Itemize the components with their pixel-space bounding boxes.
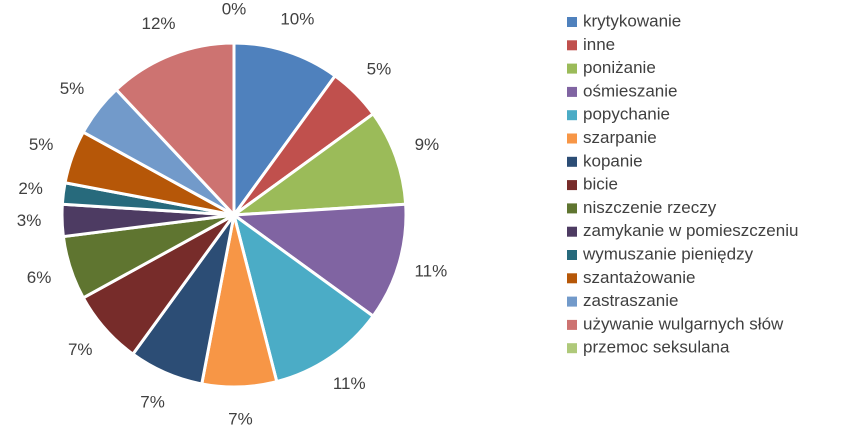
legend-swatch — [567, 343, 577, 354]
data-label: 5% — [29, 135, 54, 154]
legend-label: bicie — [583, 175, 618, 194]
legend-label: wymuszanie pieniędzy — [582, 244, 754, 263]
data-label: 7% — [68, 340, 93, 359]
legend-swatch — [567, 319, 577, 330]
legend-label: poniżanie — [583, 58, 656, 77]
legend-label: krytykowanie — [583, 11, 681, 30]
data-label: 6% — [27, 268, 52, 287]
legend-label: inne — [583, 35, 615, 54]
legend-swatch — [567, 250, 577, 260]
pie-slice — [228, 111, 408, 217]
data-label: 5% — [367, 60, 392, 79]
legend-label: szantażowanie — [583, 268, 695, 287]
legend-label: niszczenie rzeczy — [583, 198, 717, 217]
legend-swatch — [567, 296, 577, 307]
pie-slice — [229, 202, 408, 319]
legend-label: przemoc seksulana — [583, 338, 730, 357]
data-label: 0% — [222, 0, 247, 18]
legend-swatch — [567, 86, 577, 97]
data-label: 7% — [140, 393, 165, 412]
legend-swatch — [567, 226, 577, 237]
legend-label: ośmieszanie — [583, 81, 678, 100]
legend-swatch — [567, 133, 577, 144]
legend-label: używanie wulgarnych słów — [583, 314, 784, 333]
legend-label: zastraszanie — [583, 291, 678, 310]
legend-swatch — [567, 17, 577, 27]
legend-swatch — [567, 203, 577, 214]
legend-swatch — [567, 40, 577, 51]
data-label: 12% — [142, 14, 176, 33]
data-label: 7% — [228, 409, 253, 428]
data-label: 5% — [60, 79, 85, 98]
legend-swatch — [567, 156, 577, 167]
legend-swatch — [567, 63, 577, 74]
legend-swatch — [567, 110, 577, 121]
pie-slice — [232, 41, 338, 220]
data-label: 11% — [333, 374, 366, 393]
legend-label: szarpanie — [583, 128, 657, 147]
legend-swatch — [567, 180, 577, 191]
pie-slice — [231, 211, 376, 384]
data-label: 11% — [414, 262, 447, 281]
pie-slice — [114, 41, 236, 219]
legend-swatch — [567, 273, 577, 284]
data-label: 10% — [280, 10, 314, 29]
data-label: 2% — [18, 179, 43, 198]
legend-label: zamykanie w pomieszczeniu — [583, 221, 798, 240]
legend-label: popychanie — [583, 105, 670, 124]
data-label: 9% — [415, 135, 440, 154]
data-label: 3% — [17, 211, 42, 230]
legend-label: kopanie — [583, 151, 643, 170]
